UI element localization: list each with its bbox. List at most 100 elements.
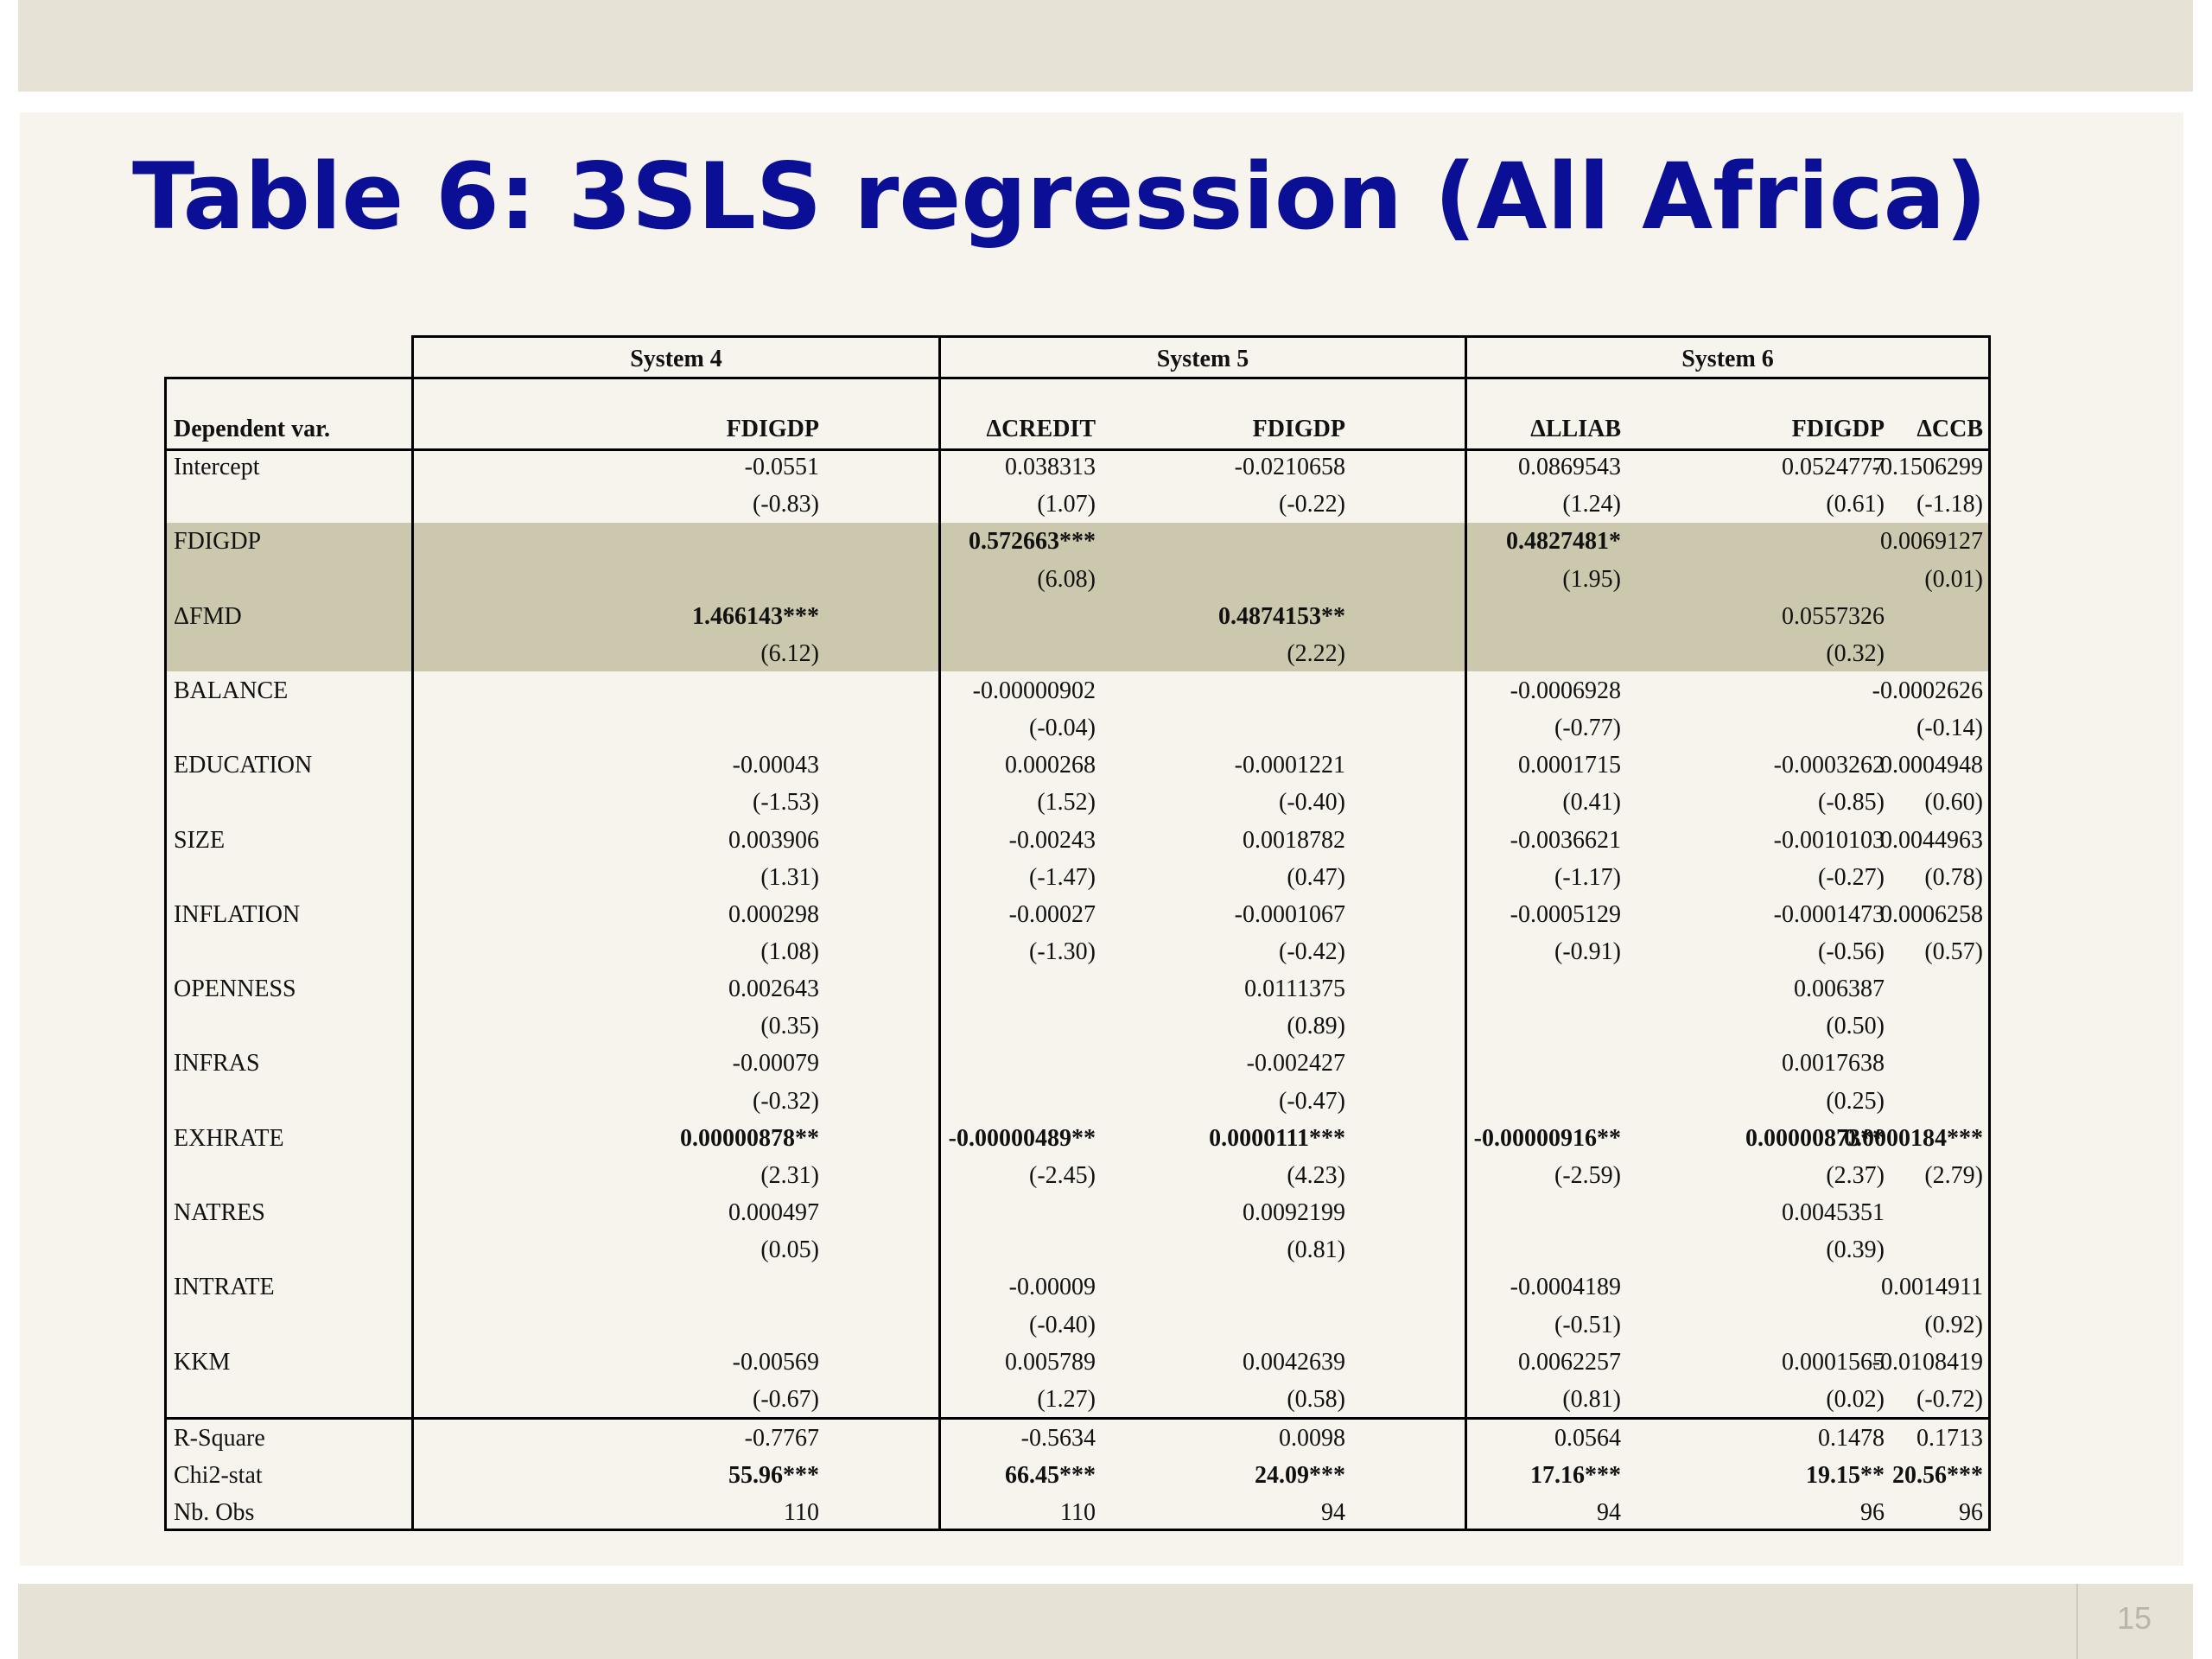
system-header: System 4 — [630, 346, 722, 372]
t-stat-cell: (0.89) — [1287, 1013, 1345, 1040]
coefficient-cell: 0.0017638 — [1782, 1050, 1885, 1077]
t-stat-cell: (-0.72) — [1916, 1385, 1983, 1413]
row-label: SIZE — [174, 826, 226, 854]
coefficient-cell: 0.0000111*** — [1209, 1124, 1345, 1152]
t-stat-cell: (-0.77) — [1554, 715, 1621, 742]
column-header: FDIGDP — [1791, 416, 1885, 442]
system-header: System 5 — [1156, 346, 1249, 372]
coefficient-cell: -0.00000916** — [1473, 1124, 1621, 1152]
coefficient-cell: 0.0092199 — [1243, 1199, 1345, 1226]
rule-header — [164, 448, 1991, 451]
stat-cell: 94 — [1597, 1499, 1621, 1526]
coefficient-cell: 0.0001715 — [1518, 752, 1621, 779]
stat-cell: 0.1478 — [1818, 1425, 1885, 1452]
t-stat-cell: (0.47) — [1287, 863, 1345, 891]
stat-cell: 0.1713 — [1916, 1425, 1983, 1452]
t-stat-cell: (6.12) — [760, 639, 819, 667]
coefficient-cell: -0.0003262 — [1773, 752, 1885, 779]
stat-cell: 0.0098 — [1279, 1425, 1345, 1452]
rule-right — [1988, 335, 1991, 1531]
bottom-band — [18, 1584, 2193, 1659]
column-header: ΔCREDIT — [986, 416, 1096, 442]
highlight-band — [164, 523, 1991, 671]
coefficient-cell: -0.00000902 — [972, 677, 1096, 704]
t-stat-cell: (0.60) — [1924, 789, 1983, 817]
coefficient-cell: 0.0006258 — [1880, 900, 1983, 928]
regression-table: System 4 System 5 System 6 Dependent var… — [164, 335, 1991, 1531]
coefficient-cell: 0.0069127 — [1880, 528, 1983, 556]
coefficient-cell: 0.0111375 — [1244, 976, 1345, 1003]
t-stat-cell: (-0.56) — [1818, 938, 1885, 965]
t-stat-cell: (1.08) — [760, 938, 819, 965]
coefficient-cell: 0.038313 — [1005, 454, 1096, 480]
t-stat-cell: (-0.83) — [753, 491, 819, 518]
t-stat-cell: (-0.91) — [1554, 938, 1621, 965]
t-stat-cell: (0.41) — [1562, 789, 1621, 817]
stat-cell: -0.5634 — [1020, 1425, 1096, 1452]
coefficient-cell — [1575, 970, 1983, 1007]
coefficient-cell: 0.4874153** — [1218, 602, 1345, 630]
coefficient-cell: 0.0524777 — [1782, 454, 1885, 480]
coefficient-cell: 0.00000873** — [1745, 1124, 1885, 1152]
t-stat-cell: (0.32) — [1826, 639, 1885, 667]
t-stat-cell: (2.31) — [760, 1161, 819, 1189]
rule-system — [164, 377, 1991, 379]
row-label: KKM — [174, 1348, 231, 1376]
coefficient-cell: 0.000497 — [728, 1199, 819, 1226]
coefficient-cell: 0.0062257 — [1518, 1348, 1621, 1376]
rule-bottom — [164, 1529, 1991, 1531]
coefficient-cell: 0.0044963 — [1880, 826, 1983, 854]
stat-cell: 17.16*** — [1530, 1462, 1621, 1489]
t-stat-cell: (-0.85) — [1818, 789, 1885, 817]
slide-title: Table 6: 3SLS regression (All Africa) — [132, 143, 1987, 250]
t-stat-cell: (-1.47) — [1029, 863, 1096, 891]
row-label: INFRAS — [174, 1050, 260, 1077]
coefficient-cell: -0.002427 — [1246, 1050, 1345, 1077]
coefficient-cell: -0.0006928 — [1510, 677, 1621, 704]
coefficient-cell: 0.005789 — [1005, 1348, 1096, 1376]
t-stat-cell — [1575, 1007, 1983, 1045]
stat-cell: 94 — [1321, 1499, 1345, 1526]
row-label: EDUCATION — [174, 752, 313, 779]
t-stat-cell: (-0.04) — [1029, 715, 1096, 742]
t-stat-cell: (0.61) — [1826, 491, 1885, 518]
row-label: FDIGDP — [174, 528, 262, 556]
t-stat-cell: (-2.45) — [1029, 1161, 1096, 1189]
coefficient-cell: -0.00569 — [732, 1348, 819, 1376]
t-stat-cell: (1.52) — [1037, 789, 1096, 817]
coefficient-cell: 0.003906 — [728, 826, 819, 854]
t-stat-cell: (-0.40) — [1279, 789, 1345, 817]
coefficient-cell: -0.0001067 — [1234, 900, 1345, 928]
footer-divider — [2076, 1584, 2078, 1659]
stat-cell: 96 — [1959, 1499, 1983, 1526]
rule-system-4 — [938, 335, 941, 1531]
coefficient-cell: 0.0042639 — [1243, 1348, 1345, 1376]
stat-label: Chi2-stat — [174, 1462, 263, 1489]
t-stat-cell: (1.95) — [1562, 565, 1621, 593]
t-stat-cell: (-0.47) — [1279, 1087, 1345, 1115]
column-header: ΔLLIAB — [1530, 416, 1621, 442]
t-stat-cell: (0.50) — [1826, 1013, 1885, 1040]
t-stat-cell: (-0.42) — [1279, 938, 1345, 965]
t-stat-cell: (2.79) — [1924, 1161, 1983, 1189]
coefficient-cell: -0.1506299 — [1872, 454, 1983, 480]
t-stat-cell: (2.22) — [1287, 639, 1345, 667]
t-stat-cell: (1.31) — [760, 863, 819, 891]
coefficient-cell: -0.0002626 — [1872, 677, 1983, 704]
coefficient-cell: -0.00043 — [732, 752, 819, 779]
coefficient-cell: 0.0045351 — [1782, 1199, 1885, 1226]
stat-cell: 96 — [1860, 1499, 1885, 1526]
t-stat-cell: (0.39) — [1826, 1236, 1885, 1264]
coefficient-cell: 0.572663*** — [969, 528, 1096, 556]
stat-cell: -0.7767 — [744, 1425, 819, 1452]
t-stat-cell — [1575, 1231, 1983, 1268]
t-stat-cell: (0.58) — [1287, 1385, 1345, 1413]
t-stat-cell: (-0.14) — [1916, 715, 1983, 742]
t-stat-cell: (0.25) — [1826, 1087, 1885, 1115]
t-stat-cell: (-0.22) — [1279, 491, 1345, 518]
rule-system-5 — [1465, 335, 1467, 1531]
coefficient-cell: -0.0010103 — [1773, 826, 1885, 854]
coefficient-cell: -0.0036621 — [1510, 826, 1621, 854]
coefficient-cell: 0.002643 — [728, 976, 819, 1003]
stat-cell: 110 — [1060, 1499, 1096, 1526]
